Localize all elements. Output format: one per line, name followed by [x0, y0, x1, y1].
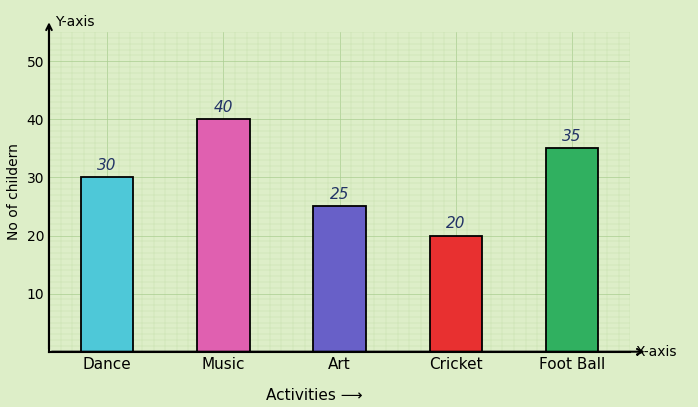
Bar	[81, 177, 133, 352]
Bar	[198, 119, 249, 352]
Text: 20: 20	[446, 217, 466, 232]
Text: X-axis: X-axis	[636, 345, 678, 359]
Bar	[313, 206, 366, 352]
Text: 35: 35	[563, 129, 582, 144]
Y-axis label: No of childern: No of childern	[7, 144, 21, 241]
Text: 40: 40	[214, 100, 233, 115]
Text: 30: 30	[97, 158, 117, 173]
Bar	[430, 236, 482, 352]
Text: 25: 25	[330, 187, 349, 202]
Bar	[546, 149, 598, 352]
Text: Activities ⟶: Activities ⟶	[266, 388, 362, 403]
Text: Y-axis: Y-axis	[55, 15, 94, 29]
